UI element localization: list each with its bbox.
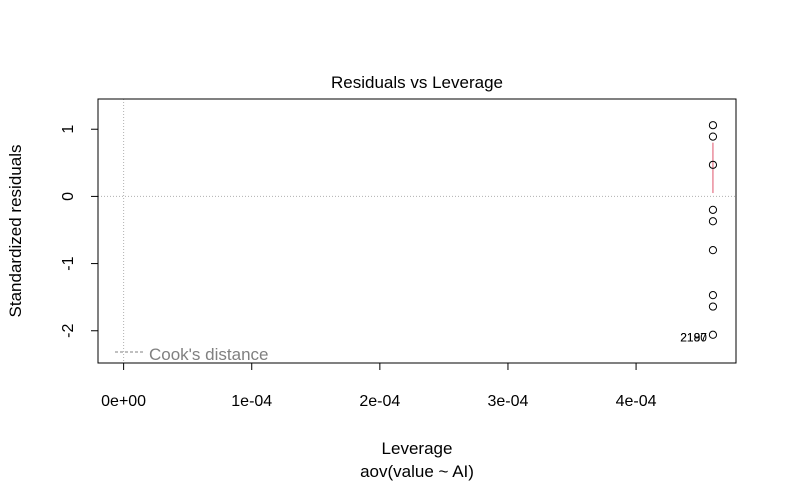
x-tick-label: 3e-04 xyxy=(487,393,528,410)
data-points xyxy=(708,121,718,339)
data-point xyxy=(708,132,718,141)
x-tick-label: 2e-04 xyxy=(359,393,400,410)
chart-subtitle: aov(value ~ AI) xyxy=(360,462,474,481)
data-point xyxy=(708,291,718,300)
y-tick-label: 1 xyxy=(60,125,77,134)
y-axis: -2 -1 0 1 xyxy=(60,125,99,338)
x-tick-label: 4e-04 xyxy=(616,393,657,410)
data-point xyxy=(708,246,718,255)
data-point xyxy=(708,121,718,130)
data-point xyxy=(708,160,718,169)
data-point xyxy=(708,302,718,311)
y-tick-label: -2 xyxy=(60,324,77,338)
legend-label: Cook's distance xyxy=(149,345,268,364)
x-tick-label: 0e+00 xyxy=(101,393,146,410)
x-axis-label: Leverage xyxy=(382,439,453,458)
data-point xyxy=(708,217,718,226)
data-point xyxy=(708,330,718,339)
y-axis-label: Standardized residuals xyxy=(6,145,25,318)
chart-title: Residuals vs Leverage xyxy=(331,73,503,92)
plot-frame xyxy=(97,98,737,364)
x-axis: 0e+00 1e-04 2e-04 3e-04 4e-04 xyxy=(101,362,657,410)
point-label: 2187 xyxy=(680,330,707,344)
x-tick-label: 1e-04 xyxy=(231,393,272,410)
data-point xyxy=(708,205,718,214)
legend: Cook's distance xyxy=(115,345,268,364)
point-label: 2190 xyxy=(680,330,707,344)
reference-lines xyxy=(98,99,736,363)
y-tick-label: -1 xyxy=(60,256,77,270)
y-tick-label: 0 xyxy=(60,192,77,201)
